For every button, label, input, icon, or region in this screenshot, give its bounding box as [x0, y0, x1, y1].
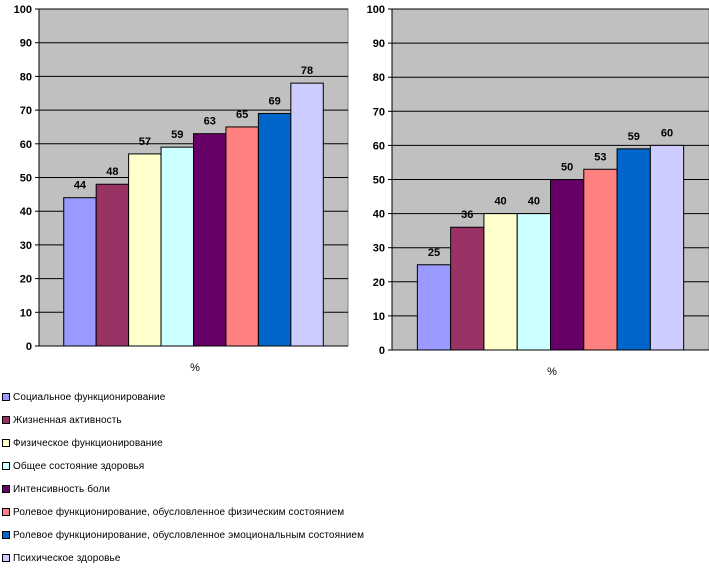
legend-swatch — [2, 462, 10, 470]
bar — [257, 112, 292, 347]
data-label: 57 — [139, 136, 151, 148]
bar — [128, 153, 162, 347]
y-tick-label: 10 — [20, 307, 32, 319]
bar — [63, 197, 97, 347]
legend-item: Жизненная активность — [2, 413, 122, 427]
y-tick-label: 60 — [20, 139, 32, 151]
bar — [483, 213, 518, 351]
legend-swatch — [2, 531, 10, 539]
y-tick-label: 100 — [367, 4, 385, 16]
legend-label: Социальное функционирование — [13, 391, 166, 403]
data-label: 25 — [428, 247, 440, 259]
legend-label: Психическое здоровье — [13, 552, 121, 564]
y-tick-label: 90 — [20, 38, 32, 50]
bar — [550, 179, 585, 351]
bar — [450, 226, 485, 351]
x-axis-label: % — [547, 366, 557, 378]
legend-item: Психическое здоровье — [2, 551, 121, 565]
data-label: 65 — [236, 109, 248, 121]
legend-label: Интенсивность боли — [13, 483, 111, 495]
bar — [649, 144, 685, 351]
bar — [225, 126, 259, 347]
y-tick-label: 50 — [20, 173, 32, 185]
legend-swatch — [2, 554, 10, 562]
bar — [193, 133, 227, 347]
y-tick-label: 100 — [14, 4, 32, 16]
legend-item: Ролевое функционирование, обусловленное … — [2, 505, 344, 519]
x-axis-label: % — [190, 362, 200, 374]
legend-label: Ролевое функционирование, обусловленное … — [13, 506, 345, 518]
legend-item: Ролевое функционирование, обусловленное … — [2, 528, 364, 542]
y-tick-label: 50 — [373, 175, 385, 187]
legend-swatch — [2, 416, 10, 424]
data-label: 40 — [494, 196, 506, 208]
legend-label: Жизненная активность — [13, 414, 122, 426]
y-tick-label: 30 — [373, 243, 385, 255]
y-tick-label: 70 — [20, 105, 32, 117]
legend-swatch — [2, 508, 10, 516]
y-tick-label: 10 — [373, 311, 385, 323]
data-label: 48 — [106, 166, 118, 178]
legend-label: Общее состояние здоровья — [13, 460, 145, 472]
y-tick-label: 90 — [373, 38, 385, 50]
legend-item: Интенсивность боли — [2, 482, 110, 496]
y-tick-label: 80 — [20, 71, 32, 83]
data-label: 59 — [171, 129, 183, 141]
data-label: 53 — [594, 151, 606, 163]
bar — [416, 264, 452, 351]
data-label: 69 — [268, 95, 280, 107]
charts-canvas: 01020304050607080901004448575963656978% … — [14, 4, 709, 378]
y-tick-label: 40 — [20, 206, 32, 218]
y-tick-label: 60 — [373, 140, 385, 152]
legend-item: Социальное функционирование — [2, 390, 165, 404]
legend-swatch — [2, 485, 10, 493]
y-tick-label: 0 — [379, 345, 385, 357]
data-label: 59 — [628, 131, 640, 143]
bar — [583, 168, 618, 351]
legend-item: Физическое функционирование — [2, 436, 163, 450]
data-label: 60 — [661, 127, 673, 139]
bar — [95, 183, 130, 347]
data-label: 63 — [204, 116, 216, 128]
y-tick-label: 40 — [373, 209, 385, 221]
bar — [516, 213, 552, 351]
legend-swatch — [2, 439, 10, 447]
chart-left: 0 10 20 30 40 50 60 70 80 90 100 44 48 57 59 63 65 69 78% — [14, 4, 349, 374]
legend-swatch — [2, 393, 10, 401]
y-tick-label: 80 — [373, 72, 385, 84]
bar — [160, 146, 194, 347]
data-label: 44 — [74, 180, 87, 192]
data-label: 36 — [461, 209, 473, 221]
y-tick-label: 20 — [20, 274, 32, 286]
y-tick-label: 20 — [373, 277, 385, 289]
y-tick-label: 70 — [373, 106, 385, 118]
bar — [290, 82, 324, 347]
legend-item: Общее состояние здоровья — [2, 459, 144, 473]
legend-label: Ролевое функционирование, обусловленное … — [13, 529, 365, 541]
data-label: 40 — [528, 196, 540, 208]
bar — [616, 148, 651, 351]
legend-label: Физическое функционирование — [13, 437, 163, 449]
data-label: 78 — [301, 65, 313, 77]
data-label: 50 — [561, 162, 573, 174]
y-tick-label: 0 — [26, 341, 32, 353]
chart-right: 0 10 20 30 40 50 60 70 80 90 100 25 36 40 40 50 53 59 60% — [367, 4, 709, 378]
y-tick-label: 30 — [20, 240, 32, 252]
